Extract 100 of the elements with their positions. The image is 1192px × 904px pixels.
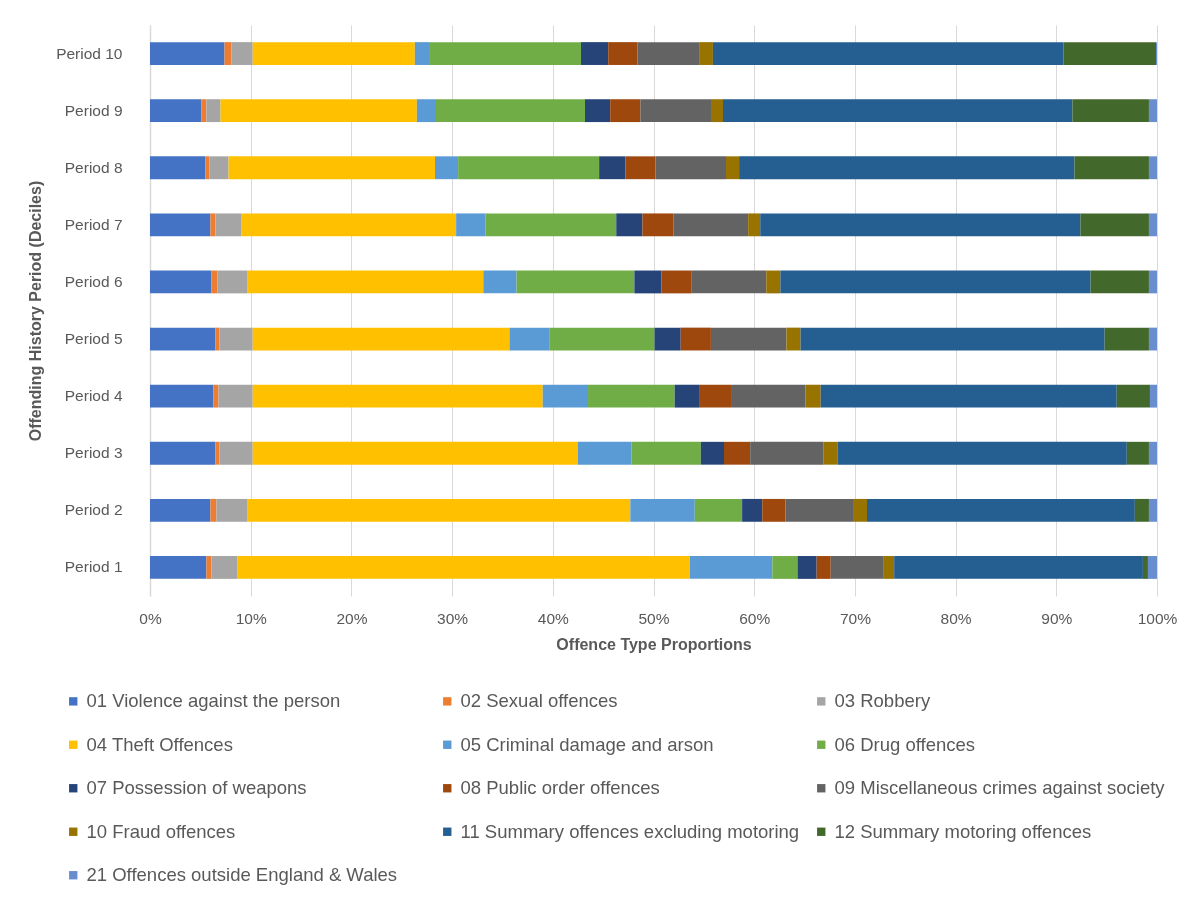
bar: [456, 213, 486, 237]
bar: [150, 498, 211, 522]
bar: [680, 327, 711, 351]
bar: [642, 213, 674, 237]
bar: [1149, 384, 1157, 408]
bar: [247, 498, 631, 522]
bar: [731, 384, 806, 408]
bar: [588, 384, 675, 408]
legend-label: 04 Theft Offences: [86, 733, 233, 755]
bar: [1148, 327, 1157, 351]
bar: [1148, 498, 1157, 522]
bar: [1147, 556, 1157, 579]
bar: [689, 556, 773, 579]
legend-label: 07 Possession of weapons: [86, 777, 307, 799]
legend-label: 09 Miscellaneous crimes against society: [834, 777, 1166, 799]
bar: [509, 327, 550, 351]
bar: [210, 213, 216, 237]
bar: [211, 556, 238, 579]
bar: [1148, 156, 1157, 180]
bar: [434, 156, 459, 180]
legend-label: 11 Summary offences excluding motoring: [460, 820, 800, 842]
bar: [252, 327, 510, 351]
bar: [837, 441, 1127, 465]
bar: [699, 384, 732, 408]
legend-label: 06 Drug offences: [834, 733, 976, 755]
bar: [1080, 213, 1149, 237]
x-tick-label: 0%: [139, 609, 162, 627]
bar: [213, 384, 219, 408]
bar: [760, 213, 1081, 237]
x-tick-label: 40%: [537, 609, 570, 627]
bar: [210, 498, 217, 522]
bar: [786, 327, 801, 351]
bar: [797, 556, 817, 579]
bar: [599, 156, 626, 180]
bar: [219, 327, 253, 351]
bar: [785, 498, 854, 522]
bar: [218, 384, 253, 408]
legend-label: 08 Public order offences: [460, 777, 660, 799]
x-tick-label: 60%: [739, 609, 771, 627]
bar: [150, 384, 214, 408]
legend-label: 03 Robbery: [834, 690, 931, 712]
bar: [247, 270, 484, 294]
bar: [762, 498, 786, 522]
bar: [830, 556, 884, 579]
bar: [150, 441, 216, 465]
y-tick-label: Period 7: [64, 215, 123, 233]
bar: [201, 99, 207, 123]
y-tick-label: Period 1: [64, 558, 123, 576]
bar: [739, 156, 1075, 180]
bar: [726, 156, 740, 180]
legend-label: 21 Offences outside England & Wales: [86, 864, 398, 886]
bar: [820, 384, 1117, 408]
bar: [750, 441, 824, 465]
bar: [1126, 441, 1149, 465]
bar: [150, 327, 216, 351]
x-tick-label: 50%: [638, 609, 670, 627]
bar: [1090, 270, 1149, 294]
x-tick-label: 70%: [839, 609, 872, 627]
legend-label: 12 Summary motoring offences: [834, 820, 1092, 842]
bar: [1148, 213, 1157, 237]
x-axis-title: Offence Type Proportions: [556, 636, 752, 653]
y-tick-label: Period 10: [56, 44, 123, 62]
x-tick-label: 20%: [336, 609, 368, 627]
bar: [215, 327, 220, 351]
bar: [241, 213, 457, 237]
bar: [435, 99, 586, 123]
bar: [577, 441, 632, 465]
bar: [237, 556, 690, 579]
bar: [542, 384, 589, 408]
bar: [228, 156, 435, 180]
bar: [150, 42, 225, 65]
bar: [661, 270, 692, 294]
bar: [780, 270, 1091, 294]
bar: [220, 99, 417, 123]
bar: [150, 156, 206, 180]
bar: [206, 556, 212, 579]
bar: [640, 99, 712, 123]
bar: [655, 156, 726, 180]
bar: [231, 42, 253, 65]
bar: [772, 556, 798, 579]
bar: [1148, 270, 1157, 294]
bar: [217, 270, 248, 294]
bar: [800, 327, 1105, 351]
bar: [150, 99, 202, 123]
bar: [1134, 498, 1149, 522]
bar: [805, 384, 821, 408]
y-tick-label: Period 9: [64, 101, 123, 119]
bar: [1063, 42, 1156, 65]
bar: [429, 42, 581, 65]
bar: [866, 498, 1135, 522]
bar: [581, 42, 609, 65]
bar: [216, 498, 248, 522]
bar: [742, 498, 763, 522]
bar: [1116, 384, 1150, 408]
bar: [215, 441, 220, 465]
bar: [711, 99, 723, 123]
bar: [150, 556, 207, 579]
y-tick-label: Period 6: [64, 272, 123, 290]
bar: [816, 556, 831, 579]
bar: [209, 156, 229, 180]
